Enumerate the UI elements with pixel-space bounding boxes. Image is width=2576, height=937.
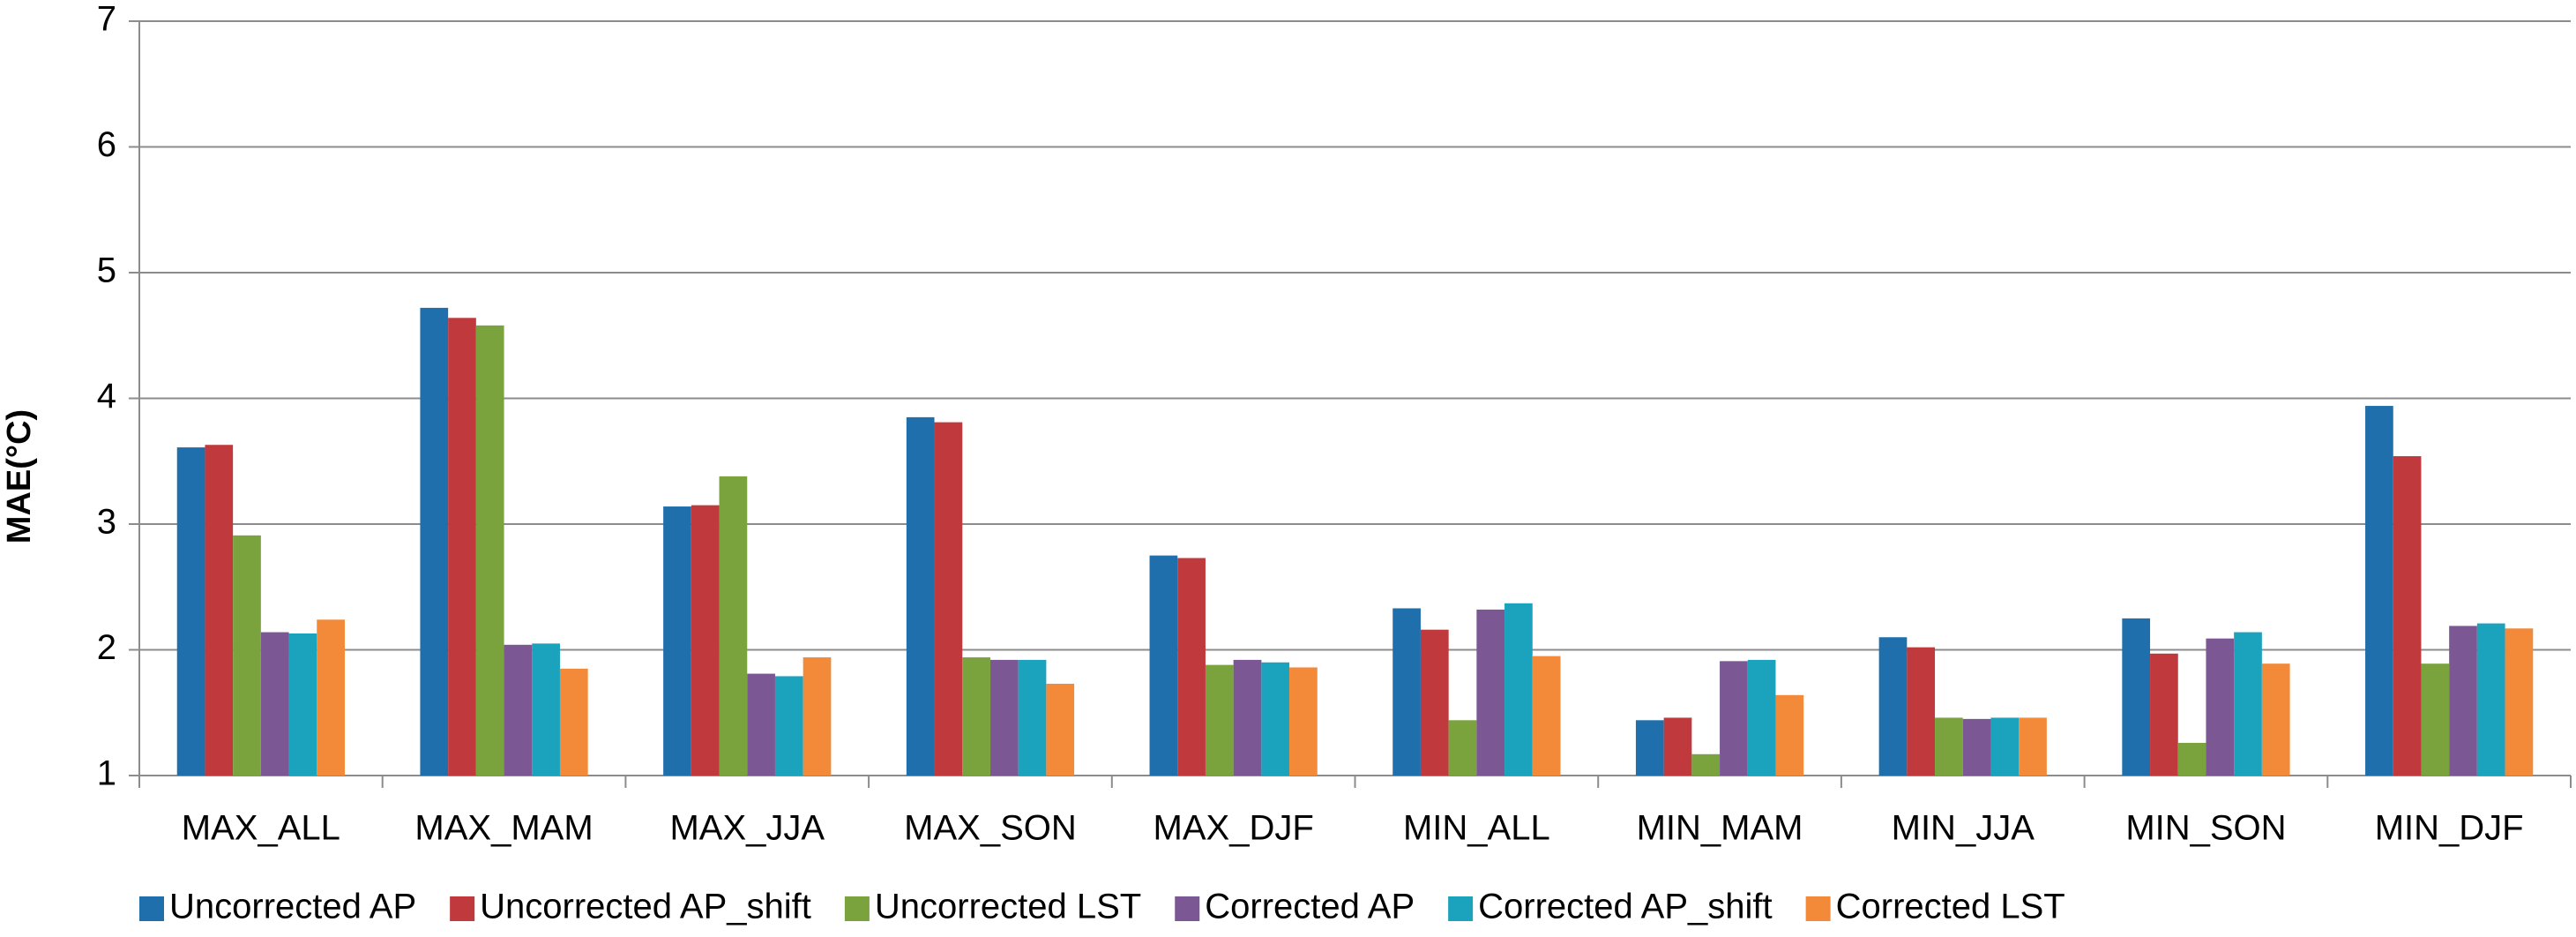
- bar: [2476, 623, 2505, 776]
- y-tick-label: 7: [97, 0, 116, 39]
- bar: [317, 619, 345, 776]
- bar: [2150, 653, 2178, 776]
- bar: [989, 659, 1019, 776]
- bar: [205, 445, 234, 776]
- y-tick-label: 6: [97, 125, 116, 164]
- bar: [1476, 609, 1505, 776]
- legend-label: Corrected LST: [1836, 888, 2065, 926]
- bar: [747, 673, 775, 776]
- bar: [1532, 656, 1561, 776]
- bar: [1233, 659, 1262, 776]
- y-axis-label: MAE(°C): [1, 409, 38, 543]
- bar: [1420, 629, 1449, 776]
- bar: [532, 643, 560, 776]
- x-tick-label: MAX_DJF: [1154, 809, 1314, 848]
- bar: [1907, 647, 1936, 776]
- y-tick-label: 1: [97, 754, 116, 793]
- bar: [504, 644, 533, 776]
- legend-label: Corrected AP: [1205, 888, 1415, 926]
- bar: [1046, 683, 1075, 776]
- bar: [2019, 717, 2047, 776]
- x-tick-label: MIN_DJF: [2375, 809, 2524, 848]
- bar: [2449, 626, 2477, 776]
- bar: [1505, 603, 1533, 776]
- bar: [691, 505, 720, 776]
- bar: [1149, 555, 1178, 776]
- bar: [448, 318, 476, 776]
- bar: [1691, 753, 1721, 776]
- legend-label: Uncorrected AP: [169, 888, 416, 926]
- bar: [2393, 456, 2422, 776]
- bar: [719, 476, 748, 776]
- bar: [2206, 638, 2235, 776]
- bar: [1720, 661, 1748, 776]
- y-tick-label: 4: [97, 377, 116, 416]
- y-tick-label: 3: [97, 503, 116, 542]
- bar: [2122, 618, 2151, 776]
- x-tick-label: MAX_SON: [904, 809, 1077, 848]
- bar: [1663, 717, 1692, 776]
- bar: [774, 676, 803, 776]
- bar: [962, 657, 990, 776]
- bar: [1775, 694, 1804, 776]
- legend-swatch: [844, 896, 870, 921]
- bar: [2234, 632, 2262, 776]
- bar: [233, 535, 261, 776]
- y-tick-label: 5: [97, 251, 116, 290]
- bar: [1990, 717, 2020, 776]
- bar: [1635, 720, 1664, 776]
- bar: [2505, 628, 2534, 776]
- bar: [1205, 664, 1234, 776]
- bar: [2421, 663, 2450, 776]
- bar: [1448, 720, 1477, 776]
- legend-label: Corrected AP_shift: [1478, 888, 1773, 926]
- bar: [2365, 406, 2393, 776]
- bar: [906, 416, 935, 776]
- bar: [475, 325, 504, 776]
- legend-swatch: [1175, 896, 1200, 921]
- bar: [803, 657, 832, 776]
- bar: [288, 633, 317, 776]
- x-tick-label: MIN_ALL: [1403, 809, 1550, 848]
- bar: [176, 447, 205, 776]
- x-tick-label: MAX_JJA: [669, 809, 825, 848]
- x-tick-label: MIN_MAM: [1637, 809, 1803, 848]
- bar: [559, 668, 588, 776]
- bar: [663, 506, 691, 776]
- x-tick-label: MIN_SON: [2125, 809, 2286, 848]
- legend-swatch: [450, 896, 475, 921]
- x-tick-label: MAX_MAM: [414, 809, 593, 848]
- bar: [1261, 662, 1290, 776]
- bar: [260, 632, 289, 776]
- bar: [934, 422, 963, 776]
- legend-label: Uncorrected LST: [875, 888, 1141, 926]
- bar: [1747, 659, 1776, 776]
- bar: [1018, 659, 1047, 776]
- legend-label: Uncorrected AP_shift: [480, 888, 811, 926]
- bar: [1289, 667, 1318, 776]
- bar: [1177, 558, 1206, 776]
- x-tick-label: MIN_JJA: [1892, 809, 2035, 848]
- bar: [1962, 718, 1991, 776]
- bar: [420, 307, 449, 776]
- legend-swatch: [1805, 896, 1831, 921]
- legend-swatch: [1448, 896, 1474, 921]
- legend-swatch: [139, 896, 164, 921]
- bar: [2261, 663, 2290, 776]
- y-tick-label: 2: [97, 628, 116, 667]
- bar: [2177, 742, 2206, 776]
- x-tick-label: MAX_ALL: [182, 809, 340, 848]
- bar: [1393, 608, 1421, 776]
- bar: [1935, 717, 1963, 776]
- bar: [1878, 637, 1908, 776]
